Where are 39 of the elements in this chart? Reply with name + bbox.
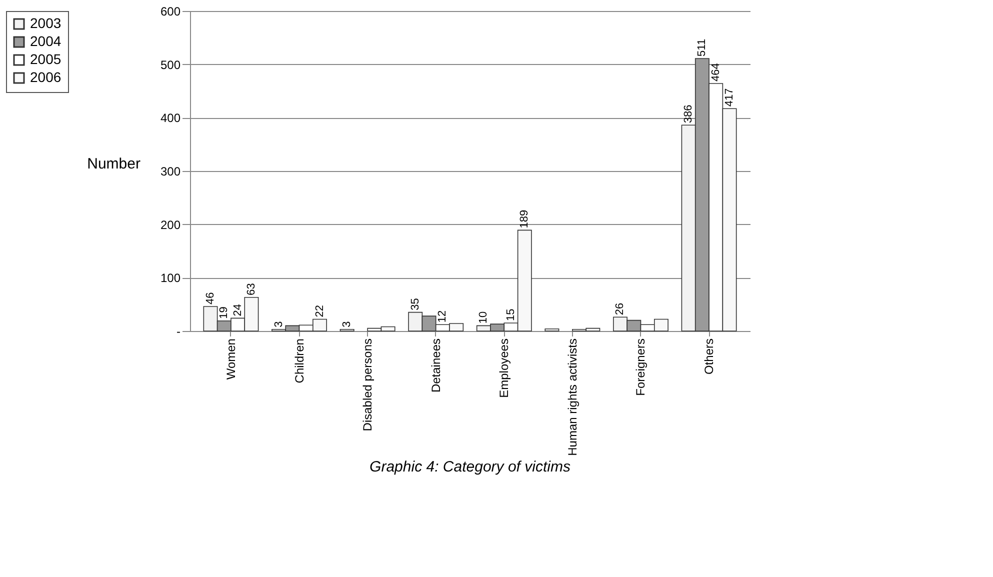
x-tick-label: Children <box>292 338 306 384</box>
data-label: 10 <box>478 311 490 324</box>
data-label: 35 <box>409 298 422 310</box>
y-axis-title: Number <box>87 156 140 172</box>
y-tick-label: 500 <box>160 58 181 72</box>
y-tick-label: 100 <box>160 271 181 286</box>
legend-label: 2005 <box>30 51 62 67</box>
data-label: 15 <box>504 308 517 321</box>
legend-label: 2006 <box>30 69 62 85</box>
data-label: 3 <box>272 321 285 328</box>
x-tick-label: Employees <box>497 338 512 398</box>
x-tick-label: Others <box>702 338 716 375</box>
x-tick-label: Disabled persons <box>360 338 375 432</box>
bar <box>544 328 560 332</box>
data-label: 24 <box>232 304 244 316</box>
legend-label: 2004 <box>30 33 62 49</box>
x-tick-label: Foreigners <box>634 338 648 396</box>
legend-label: 2003 <box>30 15 62 31</box>
data-label: 189 <box>518 210 531 228</box>
data-label: 12 <box>436 310 449 323</box>
data-label: 511 <box>696 38 708 56</box>
data-label: 46 <box>204 292 216 304</box>
data-label: 26 <box>614 302 626 316</box>
y-tick-label: 200 <box>160 218 181 232</box>
y-tick-label: 300 <box>160 164 181 178</box>
data-label: 63 <box>245 283 258 296</box>
x-tick-label: Women <box>224 338 238 380</box>
text: Graphic 4: Category of victims <box>370 458 571 476</box>
data-label: 386 <box>682 104 695 124</box>
y-tick-label: - <box>176 324 180 338</box>
x-tick-label: Human rights activists <box>565 338 580 456</box>
data-label: 19 <box>218 306 230 319</box>
data-label: 22 <box>314 305 326 318</box>
x-tick-label: Detainees <box>428 338 443 393</box>
y-tick-label: 400 <box>160 111 181 126</box>
data-label: 464 <box>710 63 722 82</box>
y-tick-label: 600 <box>160 4 181 18</box>
data-label: 417 <box>724 88 736 107</box>
data-label: 3 <box>341 321 354 328</box>
